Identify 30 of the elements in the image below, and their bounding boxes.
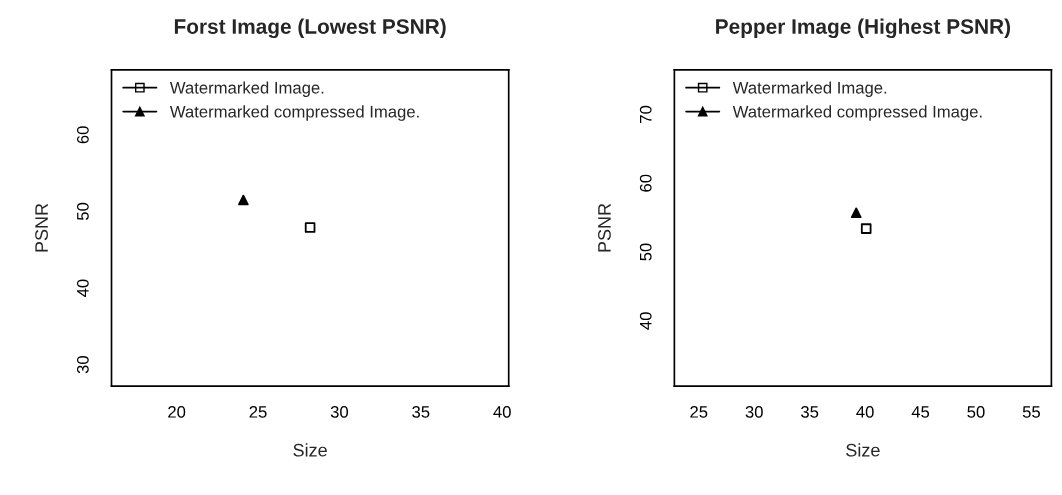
- x-tick-label: 50: [967, 405, 985, 418]
- y-axis-title: PSNR: [35, 203, 48, 252]
- x-tick-label: 40: [856, 405, 874, 418]
- x-tick-label: 20: [168, 405, 186, 418]
- x-tick-label: 25: [690, 405, 708, 418]
- y-tick-label: 70: [639, 105, 652, 123]
- y-tick-label: 50: [639, 243, 652, 261]
- legend-label: Watermarked compressed Image.: [732, 105, 982, 121]
- x-tick-label: 45: [911, 406, 930, 418]
- y-axis-title: PSNR: [598, 203, 611, 252]
- x-tick-label: 30: [330, 405, 349, 418]
- x-axis-title: Size: [293, 443, 327, 457]
- chart-title: Pepper Image (Highest PSNR): [716, 18, 1011, 39]
- x-tick-label: 40: [493, 405, 511, 418]
- x-tick-label: 35: [801, 405, 819, 418]
- legend-label: Watermarked compressed Image.: [169, 105, 419, 121]
- legend-label: Watermarked Image.: [732, 81, 887, 97]
- x-tick-label: 35: [412, 405, 430, 418]
- chart-title: Forst Image (Lowest PSNR): [174, 18, 446, 39]
- x-tick-label: 55: [1022, 406, 1040, 418]
- y-tick-label: 30: [76, 356, 89, 374]
- y-tick-label: 60: [639, 174, 652, 192]
- x-tick-label: 30: [745, 405, 763, 418]
- y-tick-label: 40: [76, 279, 89, 297]
- x-axis-title: Size: [846, 443, 880, 457]
- x-tick-label: 25: [249, 405, 267, 418]
- y-tick-label: 40: [639, 312, 652, 330]
- legend-label: Watermarked Image.: [169, 81, 324, 97]
- y-tick-label: 50: [76, 202, 89, 221]
- y-tick-label: 60: [76, 126, 89, 144]
